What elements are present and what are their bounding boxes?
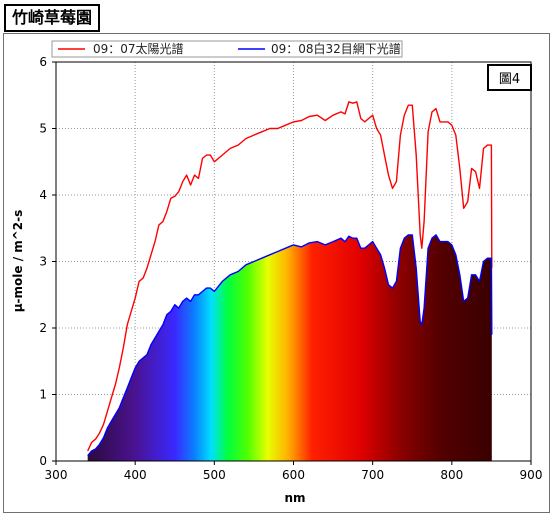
y-axis-ticks: 0 1 2 3 4 5 6 xyxy=(39,55,56,468)
spectrum-area xyxy=(87,234,492,461)
x-axis-ticks: 300 400 500 600 700 800 900 xyxy=(45,461,543,482)
y-tick-label: 2 xyxy=(39,321,47,335)
figure-label-box: 圖4 xyxy=(487,64,532,91)
x-tick-label: 300 xyxy=(45,468,68,482)
series-line-sun xyxy=(87,101,493,452)
y-tick-label: 3 xyxy=(39,255,47,269)
x-tick-label: 800 xyxy=(440,468,463,482)
x-tick-label: 900 xyxy=(520,468,543,482)
y-tick-label: 5 xyxy=(39,122,47,136)
series-line-net xyxy=(87,234,493,457)
x-tick-label: 400 xyxy=(124,468,147,482)
series-lines xyxy=(87,101,493,457)
figure-label-frame xyxy=(487,64,532,91)
y-axis-title: μ-mole / m^2-s xyxy=(11,210,25,313)
y-tick-label: 6 xyxy=(39,55,47,69)
x-axis-title: nm xyxy=(284,491,305,505)
legend-label-sun: 09：07太陽光譜 xyxy=(93,41,184,56)
legend-box xyxy=(51,40,403,58)
y-tick-label: 0 xyxy=(39,454,47,468)
chart-frame xyxy=(3,33,550,513)
x-tick-label: 500 xyxy=(203,468,226,482)
y-tick-label: 4 xyxy=(39,188,47,202)
x-tick-label: 600 xyxy=(282,468,305,482)
legend: 09：07太陽光譜 09：08白32目網下光譜 xyxy=(51,40,403,58)
figure-label: 圖4 xyxy=(499,72,520,87)
x-tick-label: 700 xyxy=(361,468,384,482)
y-tick-label: 1 xyxy=(39,388,47,402)
legend-label-net: 09：08白32目網下光譜 xyxy=(271,41,401,56)
page-title: 竹崎草莓園 xyxy=(4,4,101,32)
